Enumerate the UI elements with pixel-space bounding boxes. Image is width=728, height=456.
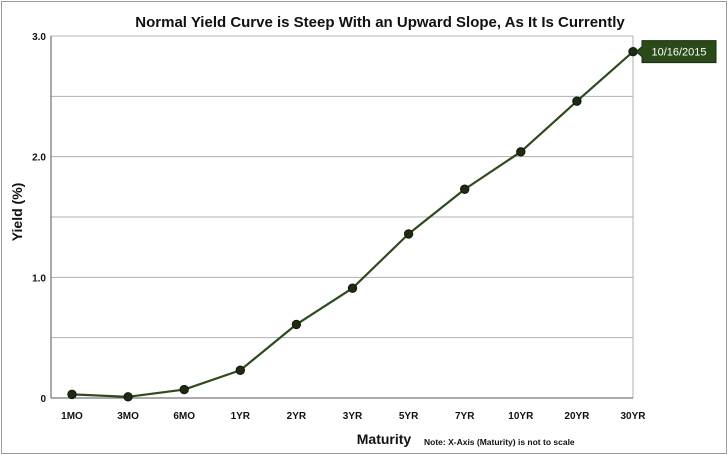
data-point (572, 96, 582, 106)
x-tick-label: 20YR (564, 411, 590, 422)
y-tick-label: 0 (40, 394, 46, 405)
series-label-tag: 10/16/2015 (635, 40, 717, 64)
series-10-16-2015 (67, 46, 638, 402)
y-tick-label: 3.0 (32, 32, 46, 43)
y-tick-label: 1.0 (32, 273, 46, 284)
x-tick-label: 7YR (455, 411, 475, 422)
x-tick-label: 1MO (61, 411, 83, 422)
x-tick-label: 6MO (173, 411, 195, 422)
x-axis-ticks: 1MO 3MO 6MO 1YR 2YR 3YR 5YR 7YR 10YR 20YR 30YR (61, 411, 646, 422)
x-tick-label: 3MO (117, 411, 139, 422)
x-tick-label: 2YR (287, 411, 307, 422)
y-axis-label: Yield (%) (9, 183, 25, 242)
y-tick-label: 2.0 (32, 153, 46, 164)
series-label-bg (635, 40, 717, 64)
data-point (460, 184, 470, 194)
data-point (67, 389, 77, 400)
y-axis-ticks: 0 1.0 2.0 3.0 (32, 32, 46, 405)
grid-lines (51, 35, 634, 398)
x-tick-label: 30YR (620, 411, 646, 422)
data-point (291, 319, 302, 330)
series-line (71, 50, 634, 398)
axis-note: Note: X-Axis (Maturity) is not to scale (424, 437, 575, 447)
x-tick-label: 5YR (399, 411, 419, 422)
chart-title: Normal Yield Curve is Steep With an Upwa… (135, 14, 625, 31)
x-tick-label: 3YR (343, 411, 363, 422)
data-point (347, 283, 358, 293)
data-point (123, 392, 133, 402)
x-tick-label: 10YR (508, 411, 534, 422)
x-axis-label: Maturity (357, 431, 412, 447)
data-point (403, 229, 414, 239)
data-point (516, 147, 526, 157)
data-point (179, 384, 189, 395)
data-point (235, 365, 246, 375)
x-tick-label: 1YR (231, 411, 251, 422)
series-label-text: 10/16/2015 (651, 47, 706, 59)
